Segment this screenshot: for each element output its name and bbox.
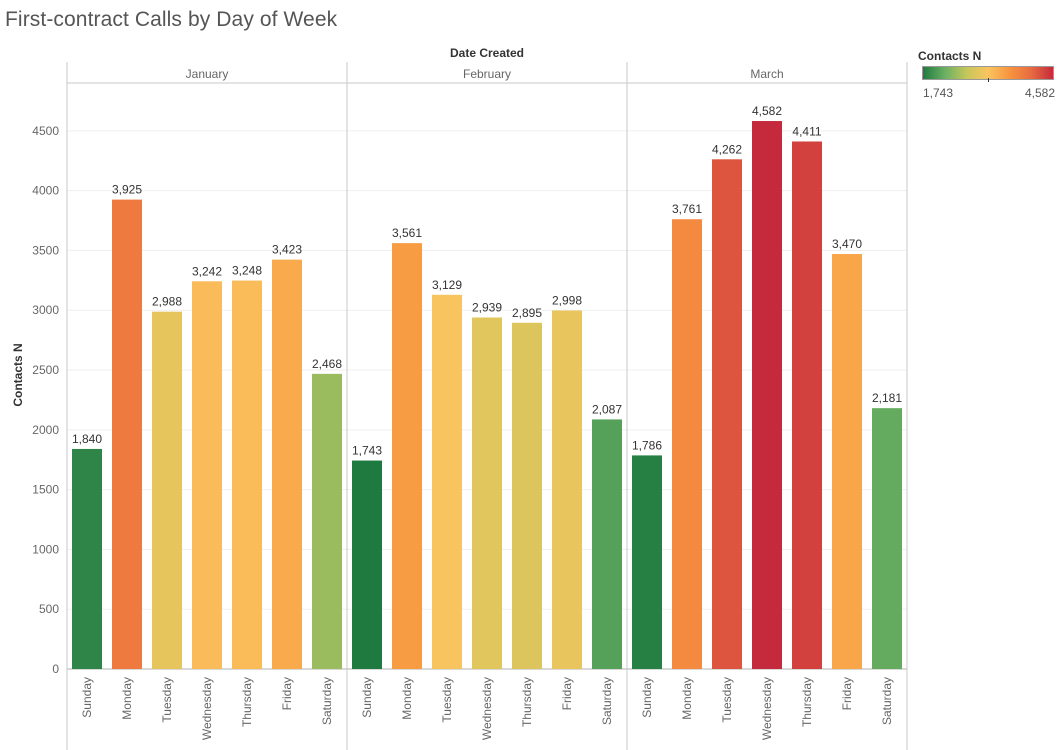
x-tick-label: Tuesday [440, 677, 454, 723]
bar-value-label: 3,761 [672, 202, 702, 216]
x-tick-label: Monday [400, 677, 414, 720]
x-tick-label: Saturday [320, 677, 334, 725]
x-tick-label: Saturday [600, 677, 614, 725]
chart-title: First-contract Calls by Day of Week [5, 8, 338, 31]
panel-header-march: March [750, 67, 783, 81]
y-tick-label: 4000 [32, 184, 59, 198]
bar-january-sunday [72, 448, 102, 669]
x-tick-label: Friday [840, 677, 854, 710]
bar-march-thursday [792, 141, 822, 669]
x-tick-label: Wednesday [760, 677, 774, 740]
bar-march-sunday [632, 455, 662, 669]
bar-value-label: 3,470 [832, 237, 862, 251]
x-tick-label: Sunday [360, 677, 374, 718]
bar-value-label: 3,925 [112, 183, 142, 197]
bar-value-label: 3,129 [432, 278, 462, 292]
x-tick-label: Sunday [80, 677, 94, 718]
y-tick-label: 3000 [32, 303, 59, 317]
bar-march-saturday [872, 408, 902, 669]
legend-title: Contacts N [918, 49, 982, 63]
bar-february-tuesday [432, 294, 462, 669]
bar-value-label: 1,786 [632, 438, 662, 452]
legend-midpoint-tick [988, 78, 989, 82]
bar-value-label: 3,242 [192, 264, 222, 278]
bar-january-monday [112, 199, 142, 669]
column-header-title: Date Created [449, 46, 525, 60]
bar-value-label: 2,087 [592, 402, 622, 416]
y-tick-label: 500 [39, 602, 59, 616]
y-tick-label: 1500 [32, 483, 59, 497]
bar-february-monday [392, 243, 422, 669]
bar-february-thursday [512, 322, 542, 669]
y-tick-label: 3500 [32, 243, 59, 257]
bar-value-label: 4,582 [752, 104, 782, 118]
x-tick-label: Thursday [800, 677, 814, 727]
x-tick-label: Monday [120, 677, 134, 720]
x-tick-label: Wednesday [200, 677, 214, 740]
bar-january-thursday [232, 280, 262, 669]
x-tick-label: Saturday [880, 677, 894, 725]
bar-value-label: 2,181 [872, 391, 902, 405]
panel-header-january: January [186, 67, 229, 81]
bar-value-label: 4,411 [792, 124, 821, 138]
legend-max-label: 4,582 [1024, 86, 1055, 100]
bar-value-label: 2,895 [512, 306, 542, 320]
bar-value-label: 2,998 [552, 293, 582, 307]
x-tick-label: Tuesday [720, 677, 734, 723]
bar-value-label: 2,939 [472, 301, 502, 315]
bar-february-saturday [592, 419, 622, 669]
y-tick-label: 1000 [32, 542, 59, 556]
bar-february-wednesday [472, 317, 502, 669]
bar-value-label: 3,423 [272, 243, 302, 257]
x-tick-label: Friday [560, 677, 574, 710]
bar-february-friday [552, 310, 582, 669]
bar-march-friday [832, 254, 862, 669]
bar-february-sunday [352, 460, 382, 669]
panel-header-february: February [463, 67, 511, 81]
bar-value-label: 2,468 [312, 357, 342, 371]
y-tick-label: 0 [52, 662, 59, 676]
x-tick-label: Thursday [240, 677, 254, 727]
bar-march-monday [672, 219, 702, 670]
bar-value-label: 1,743 [352, 444, 382, 458]
bar-value-label: 3,248 [232, 264, 262, 278]
bar-value-label: 1,840 [72, 432, 102, 446]
bar-january-friday [272, 259, 302, 669]
bar-march-wednesday [752, 121, 782, 669]
y-tick-label: 2500 [32, 363, 59, 377]
bar-january-wednesday [192, 281, 222, 669]
bar-value-label: 2,988 [152, 295, 182, 309]
bar-value-label: 4,262 [712, 142, 742, 156]
x-tick-label: Wednesday [480, 677, 494, 740]
bar-january-saturday [312, 373, 342, 669]
x-tick-label: Sunday [640, 677, 654, 718]
bar-january-tuesday [152, 311, 182, 669]
x-tick-label: Thursday [520, 677, 534, 727]
x-tick-label: Tuesday [160, 677, 174, 723]
x-tick-label: Monday [680, 677, 694, 720]
x-tick-label: Friday [280, 677, 294, 710]
legend-min-label: 1,743 [923, 86, 954, 100]
bar-march-tuesday [712, 159, 742, 669]
y-tick-label: 2000 [32, 423, 59, 437]
y-tick-label: 4500 [32, 124, 59, 138]
bar-value-label: 3,561 [392, 226, 422, 240]
